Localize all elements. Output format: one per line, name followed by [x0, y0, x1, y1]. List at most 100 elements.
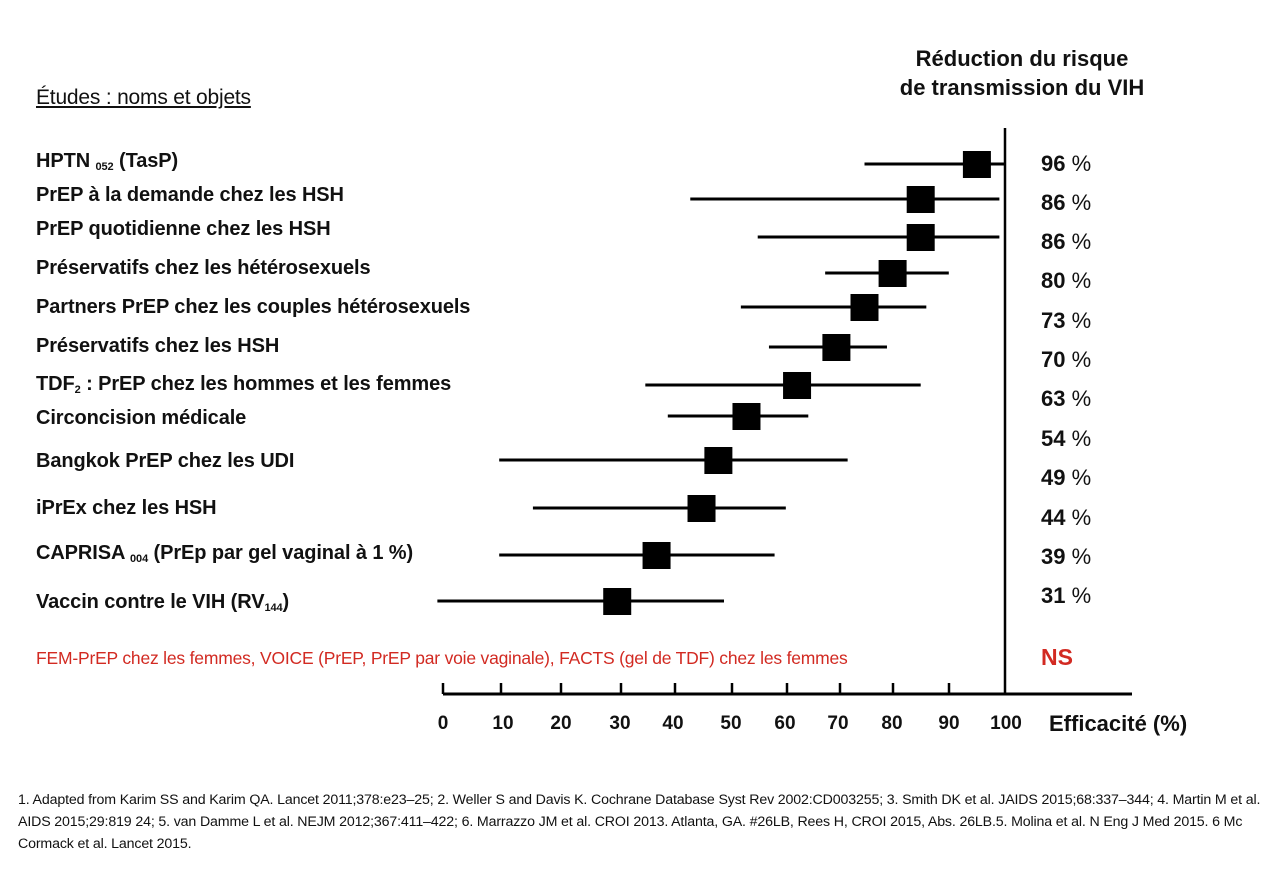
study-label: Bangkok PrEP chez les UDI: [36, 450, 294, 473]
efficacy-number: 63: [1041, 386, 1072, 411]
percent-sign: %: [1071, 308, 1092, 333]
efficacy-value: 54 %: [1041, 426, 1091, 452]
efficacy-number: 54: [1041, 426, 1072, 451]
efficacy-number: 44: [1041, 505, 1072, 530]
study-name: Bangkok PrEP chez les UDI: [36, 450, 295, 472]
study-name: CAPRISA: [36, 542, 131, 564]
study-suffix: (TasP): [113, 150, 179, 172]
efficacy-number: 70: [1041, 347, 1072, 372]
efficacy-number: 31: [1041, 583, 1072, 608]
efficacy-value: 73 %: [1041, 308, 1091, 334]
study-label: TDF2 : PrEP chez les hommes et les femme…: [36, 373, 451, 396]
study-suffix: : PrEP chez les hommes et les femmes: [80, 373, 452, 395]
study-subscript: 004: [130, 553, 149, 565]
x-tick-label: 70: [827, 713, 849, 734]
references: 1. Adapted from Karim SS and Karim QA. L…: [18, 792, 1261, 852]
efficacy-number: 86: [1041, 229, 1072, 254]
study-label: Vaccin contre le VIH (RV144): [36, 591, 289, 614]
chart-title-line-1: Réduction du risque: [915, 46, 1129, 71]
study-name: Vaccin contre le VIH (RV: [36, 591, 265, 613]
study-suffix: ): [282, 591, 290, 613]
point-estimate-marker: [603, 588, 632, 615]
study-label: Préservatifs chez les HSH: [36, 335, 279, 358]
efficacy-value: 80 %: [1041, 268, 1091, 294]
study-name: TDF: [36, 373, 75, 395]
efficacy-value: 96 %: [1041, 151, 1091, 177]
percent-sign: %: [1071, 190, 1092, 215]
efficacy-value: 86 %: [1041, 229, 1091, 255]
study-label: PrEP quotidienne chez les HSH: [36, 218, 331, 241]
point-estimate-marker: [822, 334, 851, 361]
percent-sign: %: [1071, 347, 1092, 372]
x-tick-label: 90: [938, 713, 960, 734]
percent-sign: %: [1071, 386, 1092, 411]
study-name: PrEP quotidienne chez les HSH: [36, 218, 331, 240]
study-name: HPTN: [36, 150, 96, 172]
efficacy-value: 86 %: [1041, 190, 1091, 216]
x-tick-label: 50: [720, 713, 742, 734]
study-name: Préservatifs chez les hétérosexuels: [36, 257, 371, 279]
point-estimate-marker: [704, 447, 733, 474]
point-estimate-marker: [962, 151, 991, 178]
efficacy-value: 31 %: [1041, 583, 1091, 609]
chart-title-line-2: de transmission du VIH: [899, 75, 1145, 100]
percent-sign: %: [1071, 426, 1092, 451]
x-tick-label: 80: [881, 713, 903, 734]
point-estimate-marker: [783, 372, 812, 399]
study-name: iPrEx chez les HSH: [36, 497, 217, 519]
study-label: Partners PrEP chez les couples hétérosex…: [36, 296, 470, 319]
study-name: Circoncision médicale: [36, 407, 247, 429]
efficacy-value: 39 %: [1041, 544, 1091, 570]
point-estimate-marker: [642, 542, 671, 569]
percent-sign: %: [1071, 465, 1092, 490]
x-tick-label: 40: [662, 713, 684, 734]
non-significant-studies: FEM-PrEP chez les femmes, VOICE (PrEP, P…: [36, 648, 848, 668]
efficacy-value: 70 %: [1041, 347, 1091, 373]
percent-sign: %: [1071, 583, 1092, 608]
study-suffix: (PrEp par gel vaginal à 1 %): [148, 542, 414, 564]
efficacy-number: 96: [1041, 151, 1072, 176]
study-label: iPrEx chez les HSH: [36, 497, 217, 520]
percent-sign: %: [1071, 544, 1092, 569]
x-tick-label: 60: [774, 713, 796, 734]
x-tick-label: 0: [437, 713, 449, 734]
x-tick-label: 10: [492, 713, 514, 734]
studies-heading: Études : noms et objets: [36, 86, 251, 109]
efficacy-value: 63 %: [1041, 386, 1091, 412]
study-subscript: 2: [74, 384, 81, 396]
efficacy-number: 86: [1041, 190, 1072, 215]
study-subscript: 052: [95, 161, 114, 173]
x-axis-label: Efficacité (%): [1049, 711, 1188, 736]
percent-sign: %: [1071, 505, 1092, 530]
efficacy-number: 80: [1041, 268, 1072, 293]
percent-sign: %: [1071, 268, 1092, 293]
study-label: Circoncision médicale: [36, 407, 246, 430]
x-tick-label: 20: [550, 713, 572, 734]
percent-sign: %: [1071, 229, 1092, 254]
study-label: CAPRISA 004 (PrEp par gel vaginal à 1 %): [36, 542, 413, 565]
point-estimate-marker: [906, 186, 935, 213]
point-estimate-marker: [878, 260, 907, 287]
point-estimate-marker: [687, 495, 716, 522]
point-estimate-marker: [850, 294, 879, 321]
study-subscript: 144: [264, 602, 283, 614]
x-tick-label: 30: [609, 713, 631, 734]
ns-label: NS: [1041, 644, 1073, 670]
study-name: Préservatifs chez les HSH: [36, 335, 280, 357]
efficacy-number: 73: [1041, 308, 1072, 333]
efficacy-number: 49: [1041, 465, 1072, 490]
study-label: HPTN 052 (TasP): [36, 150, 178, 173]
chart-title: Réduction du risque de transmission du V…: [862, 44, 1182, 102]
study-label: PrEP à la demande chez les HSH: [36, 184, 344, 207]
efficacy-value: 44 %: [1041, 505, 1091, 531]
study-name: PrEP à la demande chez les HSH: [36, 184, 344, 206]
percent-sign: %: [1071, 151, 1092, 176]
efficacy-number: 39: [1041, 544, 1072, 569]
study-label: Préservatifs chez les hétérosexuels: [36, 257, 371, 280]
efficacy-value: 49 %: [1041, 465, 1091, 491]
point-estimate-marker: [906, 224, 935, 251]
study-name: Partners PrEP chez les couples hétérosex…: [36, 296, 471, 318]
point-estimate-marker: [732, 403, 761, 430]
x-tick-label: 100: [990, 713, 1022, 734]
